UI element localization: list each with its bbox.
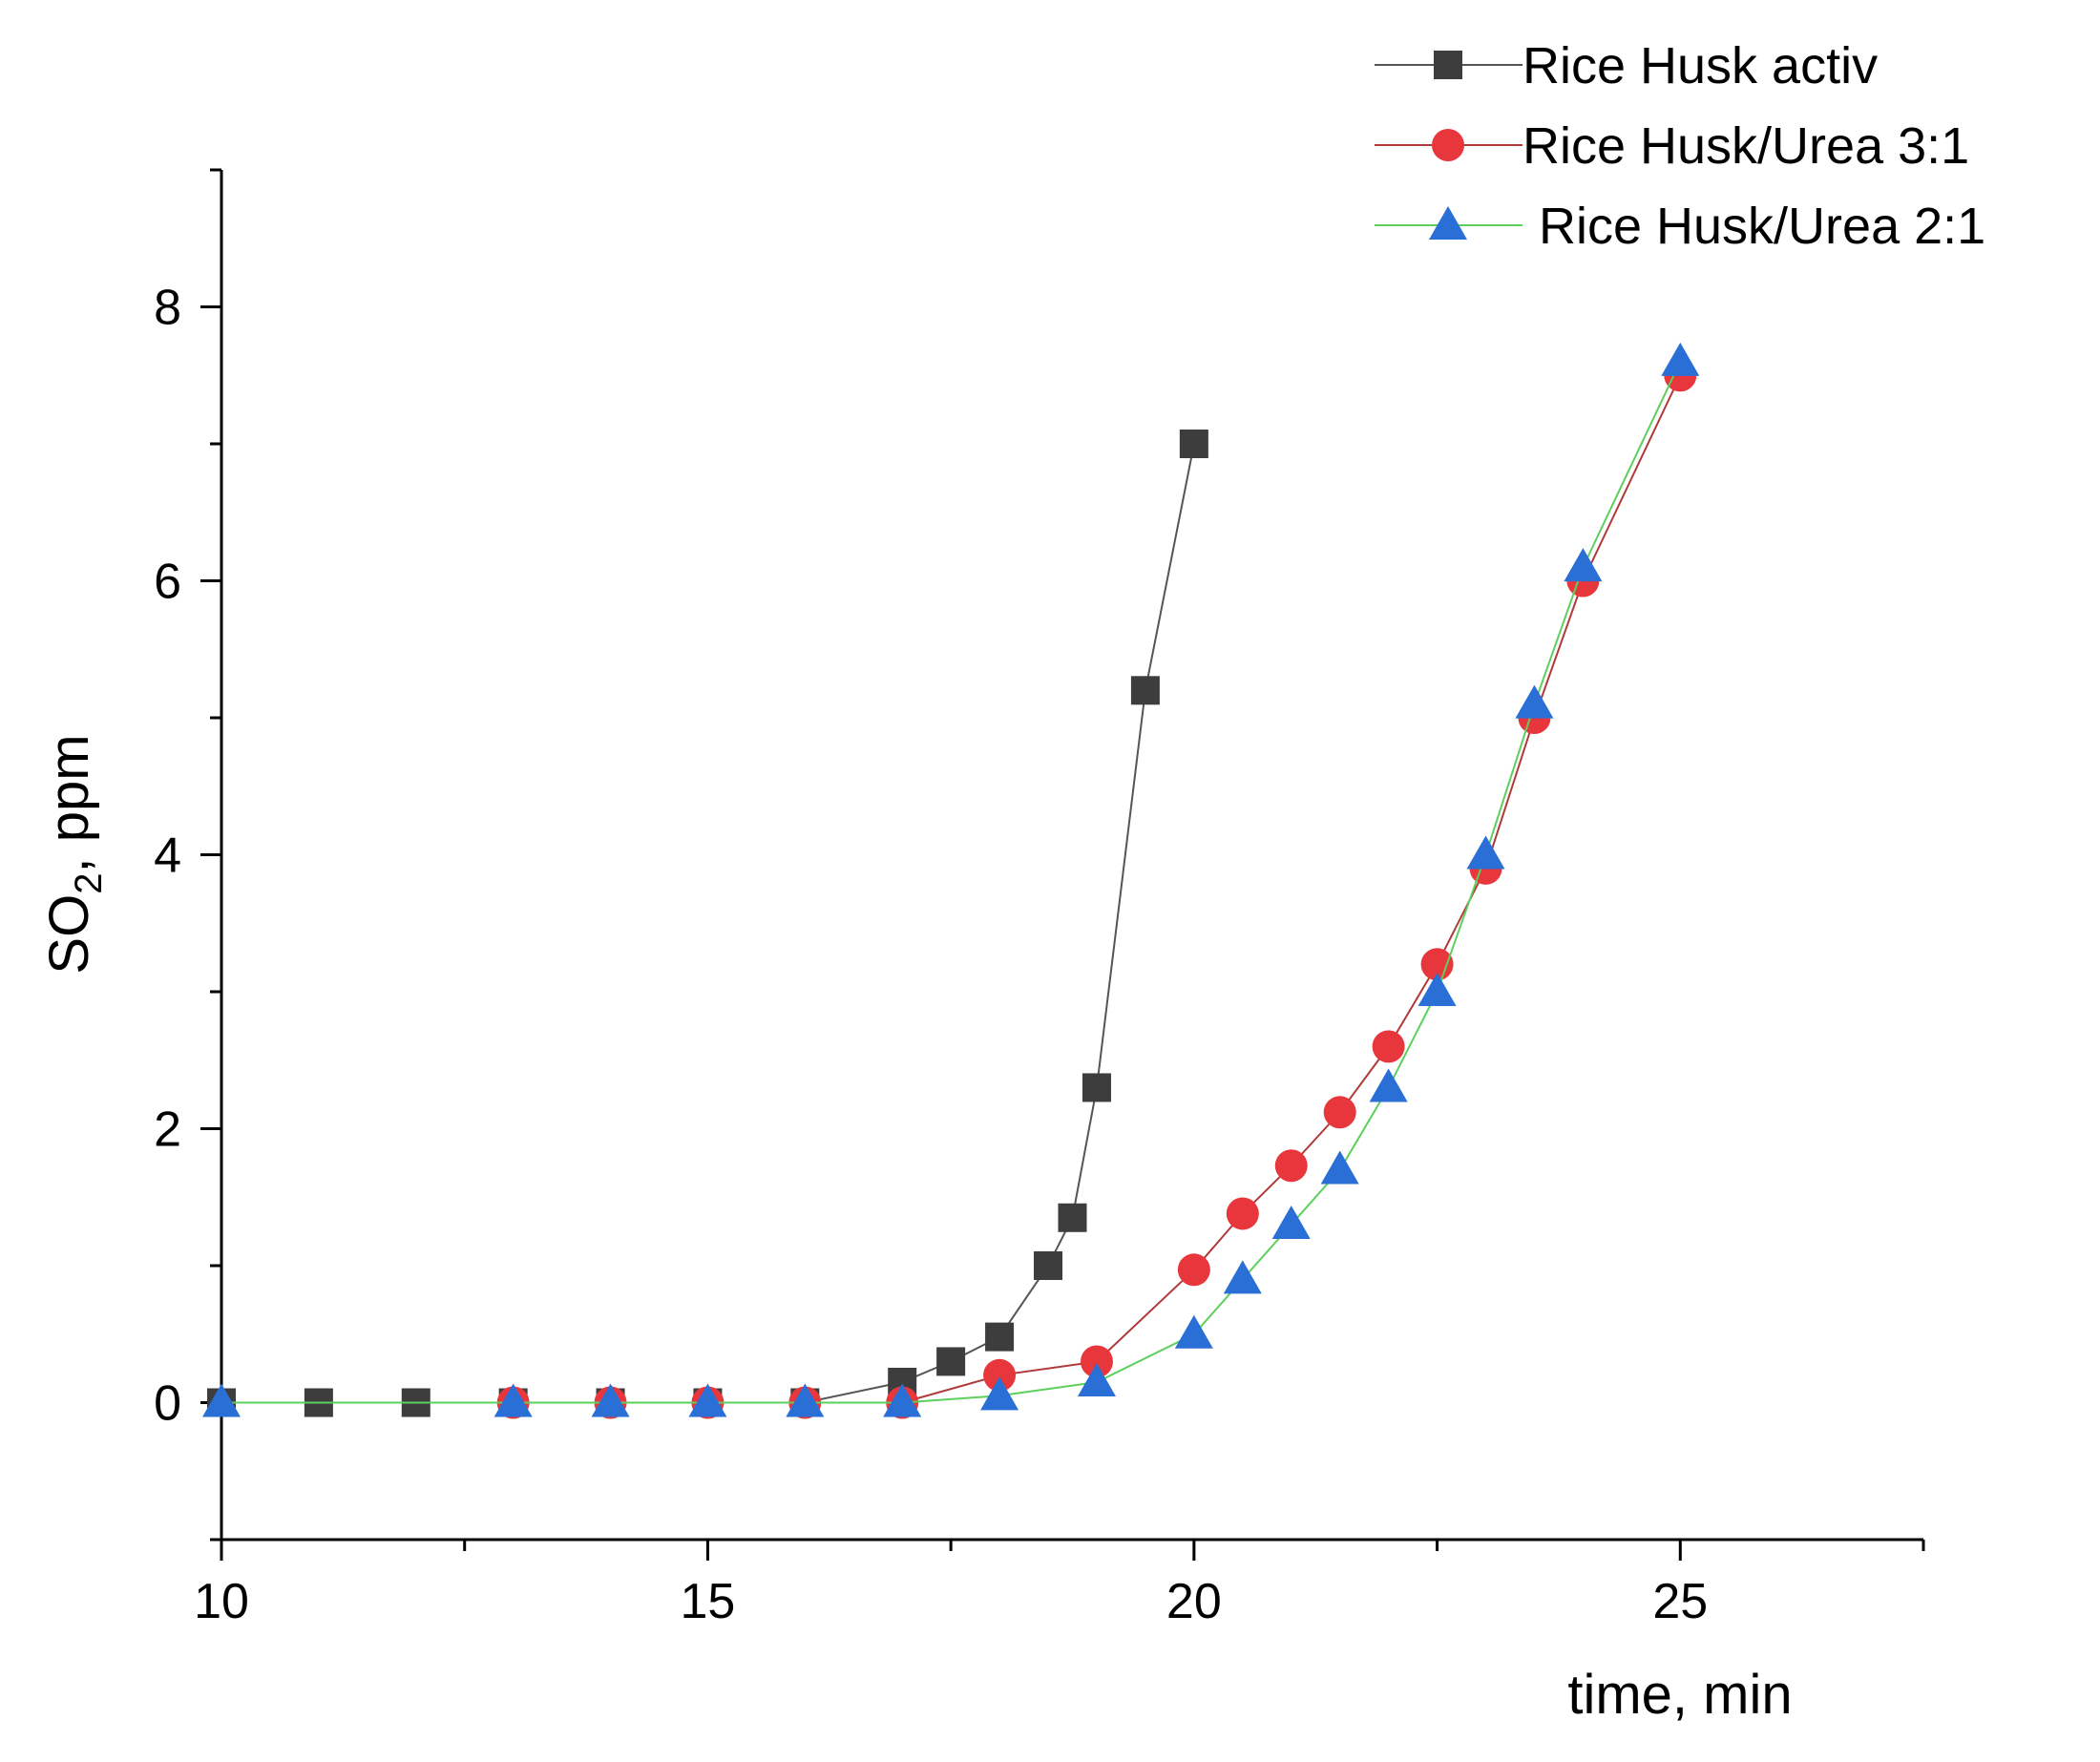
- y-tick-label: 4: [154, 829, 181, 884]
- series-1: [207, 430, 1208, 1417]
- series-3-point: [1564, 548, 1603, 582]
- series-1-point: [1034, 1251, 1063, 1280]
- series-1-point: [936, 1347, 966, 1376]
- legend-marker: [1434, 51, 1462, 79]
- x-tick-label: 10: [194, 1574, 249, 1629]
- series-2-point: [1420, 948, 1454, 981]
- series-2-point: [1080, 1345, 1113, 1378]
- x-tick-label: 20: [1166, 1574, 1222, 1629]
- series-2: [496, 359, 1697, 1419]
- series-3-point: [1174, 1314, 1213, 1349]
- legend-item-2: Rice Husk/Urea 3:1: [1375, 117, 1969, 175]
- series-2-point: [1226, 1197, 1259, 1230]
- legend-label: Rice Husk activ: [1522, 37, 1878, 94]
- series-3-point: [591, 1383, 630, 1417]
- y-tick-label: 8: [154, 281, 181, 336]
- series-2-point: [983, 1358, 1017, 1392]
- y-axis-title-suffix: , ppm: [38, 734, 100, 872]
- series-3-point: [786, 1383, 825, 1417]
- series-3-line: [221, 361, 1682, 1404]
- series-3-point: [1466, 835, 1505, 870]
- y-axis-title-main: SO: [38, 894, 100, 975]
- legend: Rice Husk activ Rice Husk/Urea 3:1 Rice Hu…: [1375, 37, 1985, 255]
- y-tick-label: 0: [154, 1376, 181, 1432]
- x-tick-label: 15: [681, 1574, 736, 1629]
- series-1-point: [1130, 676, 1160, 705]
- series-3-point: [1369, 1068, 1408, 1102]
- series-1-point: [1058, 1203, 1087, 1232]
- series-1-point: [1082, 1073, 1111, 1102]
- series-1-point: [985, 1322, 1015, 1352]
- y-tick-label: 6: [154, 555, 181, 610]
- x-tick-label: 25: [1652, 1574, 1708, 1629]
- series-3-point: [1271, 1205, 1311, 1239]
- legend-item-1: Rice Husk activ: [1375, 37, 1878, 94]
- legend-item-3: Rice Husk/Urea 2:1: [1375, 198, 1985, 255]
- series-3: [202, 342, 1700, 1417]
- series-2-point: [1323, 1096, 1356, 1129]
- x-axis-title: time, min: [1567, 1664, 1792, 1726]
- series-3-point: [1661, 342, 1700, 376]
- series-2-point: [1372, 1030, 1405, 1063]
- series-3-point: [980, 1376, 1019, 1411]
- series-3-point: [1320, 1150, 1359, 1185]
- series-3-point: [883, 1383, 922, 1417]
- series-3-point: [494, 1383, 533, 1417]
- y-axis-title: SO2, ppm: [38, 734, 110, 974]
- legend-marker: [1432, 129, 1464, 161]
- legend-marker: [1429, 206, 1467, 240]
- series-3-point: [1418, 973, 1457, 1006]
- y-axis-title-subscript: 2: [68, 873, 110, 894]
- series-2-point: [1177, 1253, 1210, 1287]
- series-2-line: [513, 374, 1682, 1404]
- series-3-point: [1077, 1362, 1116, 1396]
- series-3-point: [1515, 684, 1554, 719]
- y-tick-label: 2: [154, 1102, 181, 1158]
- series-3-point: [1223, 1260, 1262, 1294]
- series-1-point: [1179, 430, 1208, 458]
- legend-label: Rice Husk/Urea 2:1: [1539, 198, 1985, 255]
- series-3-point: [688, 1383, 727, 1417]
- series-3-point: [202, 1383, 241, 1417]
- series-layer: [202, 342, 1700, 1419]
- legend-label: Rice Husk/Urea 3:1: [1522, 117, 1969, 175]
- series-2-point: [1274, 1149, 1308, 1183]
